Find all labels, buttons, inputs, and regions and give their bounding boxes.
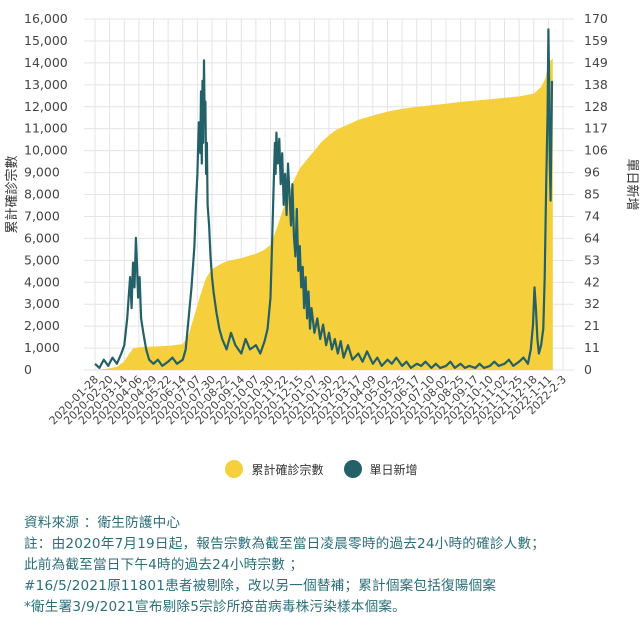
left-tick-label: 6,000: [24, 230, 60, 245]
right-axis-title: 單日新增: [624, 158, 640, 210]
note-line-2: 此前為截至當日下午4時的過去24小時宗數 ；: [24, 557, 304, 573]
source-note: 資料來源 ：衛生防護中心: [24, 515, 181, 531]
right-tick-label: 74: [584, 208, 600, 223]
daily-new-cases-line: [94, 28, 554, 369]
legend: 累計確診宗數 單日新增: [0, 460, 643, 478]
right-tick-label: 64: [584, 230, 600, 245]
left-tick-label: 5,000: [24, 252, 60, 267]
legend-swatch-daily: [343, 460, 362, 478]
cumulative-cases-area: [95, 58, 553, 370]
left-tick-label: 8,000: [24, 187, 60, 202]
right-tick-label: 138: [584, 77, 608, 92]
left-tick-label: 0: [24, 362, 32, 377]
left-tick-label: 9,000: [24, 165, 60, 180]
legend-item-cumulative[interactable]: 累計確診宗數: [225, 460, 324, 478]
left-tick-label: 10,000: [24, 143, 68, 158]
right-tick-label: 128: [584, 99, 608, 114]
right-tick-label: 117: [584, 121, 608, 136]
left-tick-label: 14,000: [24, 55, 68, 70]
left-tick-label: 11,000: [24, 121, 68, 136]
left-tick-label: 13,000: [24, 77, 68, 92]
right-tick-label: 11: [584, 340, 600, 355]
note-line-3: #16/5/2021原11801患者被剔除，改以另一個替補；累計個案包括復陽個案: [24, 578, 497, 594]
legend-label-daily: 單日新增: [369, 462, 418, 477]
chart-svg: 0 1,000 2,000 3,000 4,000 5,000 6,000 7,000 8,00…: [4, 11, 640, 427]
left-tick-label: 1,000: [24, 340, 60, 355]
right-tick-label: 32: [584, 296, 600, 311]
right-tick-label: 106: [584, 143, 608, 158]
right-tick-label: 149: [584, 55, 608, 70]
left-tick-label: 3,000: [24, 296, 60, 311]
notes-block: 資料來源 ：衛生防護中心 註：由2020年7月19日起，報告宗數為截至當日凌晨零…: [24, 513, 634, 618]
note-line-1: 註：由2020年7月19日起，報告宗數為截至當日凌晨零時的過去24小時的確診人數…: [24, 536, 546, 552]
right-tick-label: 0: [584, 362, 592, 377]
left-tick-label: 2,000: [24, 318, 60, 333]
left-tick-label: 15,000: [24, 33, 68, 48]
right-tick-label: 85: [584, 187, 600, 202]
note-line-4: *衛生署3/9/2021宣布剔除5宗診所疫苗病毒株污染樣本個案。: [24, 599, 406, 615]
right-tick-label: 159: [584, 33, 608, 48]
right-tick-label: 42: [584, 274, 600, 289]
right-tick-label: 170: [584, 11, 608, 26]
chart-container: 0 1,000 2,000 3,000 4,000 5,000 6,000 7,000 8,00…: [4, 11, 640, 427]
legend-label-cumulative: 累計確診宗數: [251, 462, 324, 477]
left-tick-label: 16,000: [24, 11, 68, 26]
right-tick-label: 53: [584, 252, 600, 267]
legend-item-daily[interactable]: 單日新增: [343, 460, 418, 478]
left-axis-title: 累計確診宗數: [4, 155, 20, 233]
left-tick-label: 7,000: [24, 208, 60, 223]
left-tick-label: 4,000: [24, 274, 60, 289]
legend-swatch-cumulative: [225, 460, 244, 478]
right-tick-label: 96: [584, 165, 600, 180]
right-tick-label: 21: [584, 318, 600, 333]
left-tick-label: 12,000: [24, 99, 68, 114]
